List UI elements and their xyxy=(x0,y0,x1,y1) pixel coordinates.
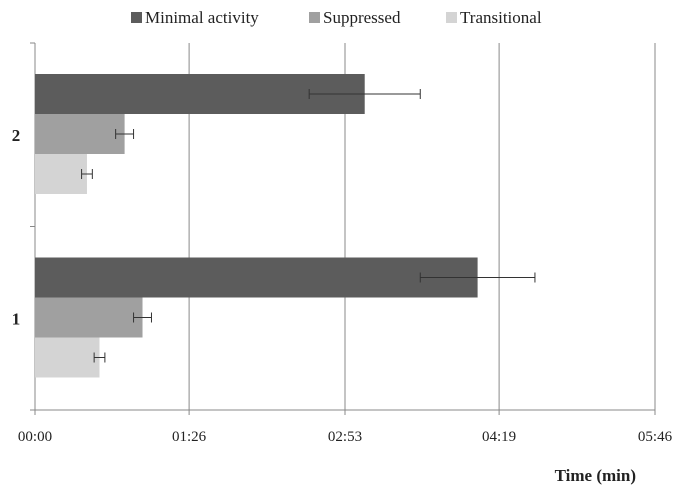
category-label-2: 2 xyxy=(12,126,21,145)
legend-swatch-3 xyxy=(446,12,457,23)
category-label-1: 1 xyxy=(12,309,21,328)
error-bars xyxy=(81,89,536,363)
bar-1-minimal-activity xyxy=(35,257,478,298)
legend-label-1: Minimal activity xyxy=(145,8,259,27)
x-tick-label-2: 01:26 xyxy=(172,429,207,445)
category-labels: 21 xyxy=(12,126,21,329)
error-bar-1-transitional xyxy=(93,352,106,363)
error-bar-1-suppressed xyxy=(133,312,152,323)
x-axis-title: Time (min) xyxy=(555,466,636,485)
x-tick-labels: 00:00 01:26 02:53 04:19 05:46 xyxy=(18,429,673,445)
error-bar-2-transitional xyxy=(81,169,93,179)
bar-2-suppressed xyxy=(35,114,125,154)
x-tick-label-5: 05:46 xyxy=(638,429,673,445)
legend-label-3: Transitional xyxy=(460,8,542,27)
error-bar-2-suppressed xyxy=(115,129,135,139)
error-bar-1-minimal-activity xyxy=(419,272,536,283)
bar-2-transitional xyxy=(35,154,87,194)
x-tick-label-1: 00:00 xyxy=(18,429,52,445)
legend: Minimal activity Suppressed Transitional xyxy=(131,8,542,27)
bar-1-transitional xyxy=(35,337,100,378)
bar-1-suppressed xyxy=(35,297,143,338)
error-bar-2-minimal-activity xyxy=(308,89,421,99)
legend-swatch-2 xyxy=(309,12,320,23)
x-tick-label-3: 02:53 xyxy=(328,429,362,445)
x-tick-label-4: 04:19 xyxy=(482,429,516,445)
bars xyxy=(35,74,478,378)
legend-swatch-1 xyxy=(131,12,142,23)
legend-label-2: Suppressed xyxy=(323,8,401,27)
